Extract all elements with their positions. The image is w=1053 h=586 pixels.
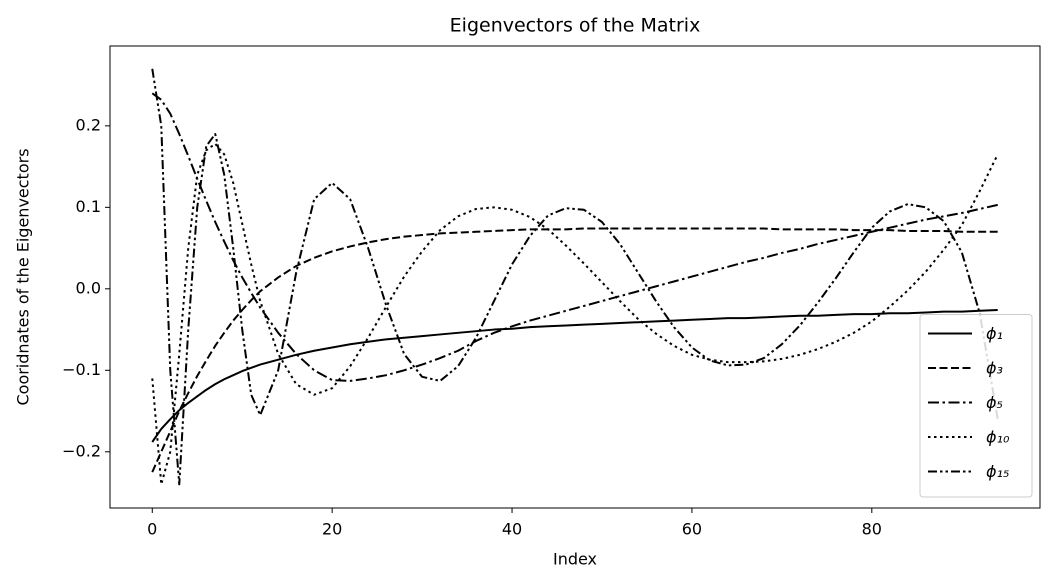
legend-label: ϕ₁₅: [986, 462, 1009, 481]
x-tick-label: 80: [862, 520, 882, 539]
x-axis-label: Index: [553, 550, 597, 569]
legend-label: ϕ₁₀: [986, 428, 1010, 447]
x-tick-label: 40: [502, 520, 522, 539]
y-tick-label: 0.2: [76, 115, 101, 134]
series-line: [151, 227, 998, 473]
legend-box: [919, 314, 1033, 498]
x-tick-label: 60: [682, 520, 702, 539]
series-line: [151, 309, 998, 443]
legend-label: ϕ₅: [986, 393, 1003, 412]
series-line: [151, 68, 999, 486]
y-tick-label: 0.0: [76, 278, 101, 297]
x-tick-label: 20: [322, 520, 342, 539]
y-axis-label: Cooridnates of the Eigenvectors: [14, 148, 33, 405]
y-tick-label: 0.1: [76, 197, 101, 216]
series-line: [151, 92, 998, 382]
legend-label: ϕ₁: [986, 324, 1003, 343]
series-line: [151, 142, 999, 486]
x-tick-label: 0: [147, 520, 157, 539]
y-tick-label: −0.1: [62, 360, 101, 379]
axes-frame: [109, 45, 1041, 509]
legend-label: ϕ₃: [986, 359, 1003, 378]
y-tick-label: −0.2: [62, 441, 101, 460]
chart-title: Eigenvectors of the Matrix: [450, 15, 701, 37]
